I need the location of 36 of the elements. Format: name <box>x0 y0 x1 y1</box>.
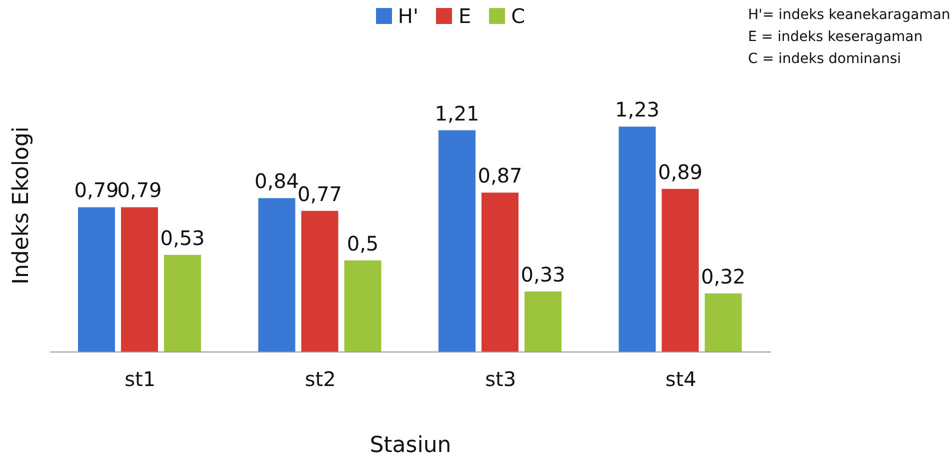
y-axis-title: Indeks Ekologi <box>8 126 34 285</box>
bar <box>438 130 476 352</box>
bar <box>524 292 562 352</box>
data-label: 0,87 <box>478 164 522 188</box>
bar <box>121 207 158 352</box>
data-label: 0,79 <box>74 178 119 202</box>
data-label: 0,5 <box>346 231 379 256</box>
bar <box>301 210 338 352</box>
bar <box>164 254 201 352</box>
text: C = indeks dominansi <box>748 50 902 69</box>
data-label: 0,89 <box>658 160 703 184</box>
x-tick-label: st4 <box>665 367 696 392</box>
x-tick-label: st2 <box>304 367 336 392</box>
bar <box>78 207 115 352</box>
data-label: 0,79 <box>117 178 162 202</box>
bar <box>344 260 382 352</box>
legend-label: C <box>510 4 526 28</box>
data-label: 0,77 <box>297 182 342 206</box>
legend-label: E <box>457 4 472 28</box>
legend-label: H' <box>396 4 418 28</box>
bar <box>258 198 296 352</box>
bar <box>618 126 656 352</box>
data-label: 0,53 <box>160 226 205 250</box>
x-tick-label: st3 <box>485 367 516 392</box>
bar <box>662 188 699 352</box>
data-label: 0,32 <box>700 264 746 288</box>
text: H'= indeks keanekaragaman <box>748 6 950 25</box>
data-label: 1,21 <box>434 101 480 126</box>
x-axis-title: Stasiun <box>370 433 452 458</box>
data-label: 0,33 <box>520 262 566 287</box>
x-tick-label: st1 <box>124 367 156 392</box>
text: E = indeks keseragaman <box>748 28 924 47</box>
bar <box>482 192 518 352</box>
data-label: 0,84 <box>254 169 300 194</box>
bar <box>704 293 742 352</box>
data-label: 1,23 <box>614 98 660 122</box>
